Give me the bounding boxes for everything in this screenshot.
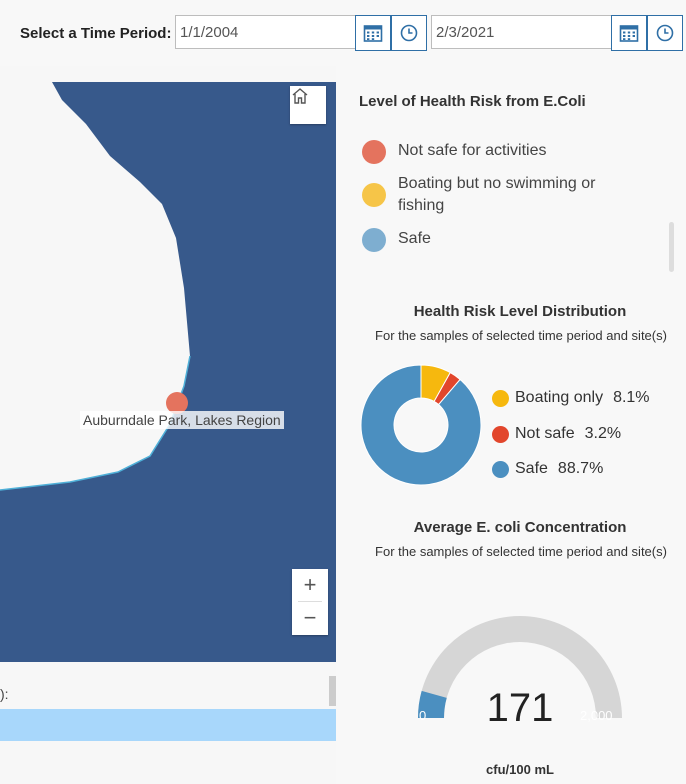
zoom-out-button[interactable]: − [303,605,317,630]
pie-legend-value: 3.2% [584,425,622,442]
calendar-icon [619,25,639,42]
end-date-input[interactable] [431,15,612,49]
calendar-icon [363,25,383,42]
legend-swatch [362,228,386,252]
pie-legend-boating: Boating only 8.1% [492,389,650,407]
bottom-label: ): [0,686,9,702]
legend-item-safe: Safe [362,228,628,252]
start-time-button[interactable] [391,15,427,51]
end-calendar-button[interactable] [611,15,647,51]
time-period-bar: Select a Time Period: [0,0,686,66]
zoom-divider [298,601,322,602]
concentration-title: Average E. coli Concentration [413,519,627,536]
distribution-title: Health Risk Level Distribution [413,303,627,320]
gauge-value: 171 [486,686,554,730]
pie-legend-swatch [492,460,509,478]
gauge-track [418,616,622,718]
distribution-subtitle: For the samples of selected time period … [375,328,667,343]
legend-label: Boating but no swimming or fishing [398,175,596,214]
start-calendar-button[interactable] [355,15,391,51]
selected-row-bar[interactable] [0,709,336,741]
pie-legend-label: Boating only [515,389,604,406]
time-period-label: Select a Time Period: [20,25,172,42]
legend-item-boating: Boating but no swimming or fishing [362,173,618,217]
concentration-subtitle: For the samples of selected time period … [375,544,667,559]
gauge-fill [418,690,447,718]
pie-legend-swatch [492,389,509,407]
site-marker[interactable] [166,392,188,414]
legend-title: Level of Health Risk from E.Coli [359,93,586,110]
zoom-in-button[interactable]: + [303,572,317,597]
home-icon [292,88,308,104]
gauge-max-label: 2,000 [580,708,613,723]
pie-legend-label: Not safe [515,425,575,442]
legend-label: Not safe for activities [398,142,547,159]
gauge-min-label: 0 [419,708,427,723]
map-view[interactable]: Auburndale Park, Lakes Region + − [0,66,336,662]
legend-swatch [362,183,386,207]
distribution-pie-chart [360,364,482,486]
pie-legend-swatch [492,425,509,443]
legend-item-not-safe: Not safe for activities [362,140,628,164]
bottom-scrollbar[interactable] [329,676,336,706]
lake-shape [0,82,336,662]
home-button[interactable] [290,86,326,124]
pie-legend-label: Safe [515,460,548,477]
site-label: Auburndale Park, Lakes Region [80,411,284,429]
zoom-control: + − [292,569,328,635]
pie-legend-not-safe: Not safe 3.2% [492,425,621,443]
gauge-unit: cfu/100 mL [486,762,554,777]
pie-slice-safe[interactable] [360,364,482,486]
pie-legend-value: 8.1% [613,389,650,406]
concentration-gauge [418,616,622,718]
clock-icon [400,24,418,42]
legend-label: Safe [398,230,431,247]
end-time-button[interactable] [647,15,683,51]
clock-icon [656,24,674,42]
pie-legend-value: 88.7% [557,460,604,477]
start-date-input[interactable] [175,15,356,49]
legend-swatch [362,140,386,164]
panel-scrollbar[interactable] [669,222,674,272]
pie-legend-safe: Safe 88.7% [492,460,603,478]
